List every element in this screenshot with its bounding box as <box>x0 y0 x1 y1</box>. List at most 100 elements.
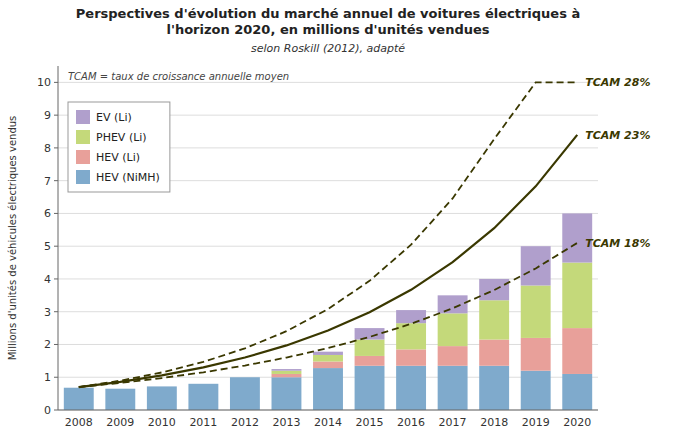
tick-label: 2013 <box>272 416 300 429</box>
tick-label: 8 <box>44 142 51 155</box>
grid-line <box>58 82 598 83</box>
tick-label: 2011 <box>189 416 217 429</box>
bar <box>188 383 218 384</box>
grid-line <box>58 344 598 345</box>
tick-mark <box>54 180 58 181</box>
bar <box>313 368 343 410</box>
legend-label: PHEV (Li) <box>96 131 147 144</box>
bar <box>479 340 509 366</box>
bar <box>355 328 385 339</box>
grid-line <box>58 410 598 411</box>
tick-label: 2018 <box>480 416 508 429</box>
line-label: TCAM 18% <box>585 237 650 250</box>
bar <box>272 377 302 410</box>
bar <box>479 366 509 410</box>
tick-label: 5 <box>44 240 51 253</box>
tick-label: 2012 <box>231 416 259 429</box>
title-line: Perspectives d'évolution du marché annue… <box>76 6 580 21</box>
bar <box>396 366 426 410</box>
tick-label: 9 <box>44 109 51 122</box>
tick-label: 2014 <box>314 416 342 429</box>
tick-label: 2009 <box>106 416 134 429</box>
bar <box>105 388 135 389</box>
bar <box>64 387 94 388</box>
bar <box>521 246 551 285</box>
bar <box>438 295 468 313</box>
bar <box>396 349 426 365</box>
tick-label: 2015 <box>356 416 384 429</box>
line-label: TCAM 28% <box>585 76 650 89</box>
tick-mark <box>54 82 58 83</box>
tick-label: 2008 <box>65 416 93 429</box>
legend-swatch <box>76 150 90 164</box>
annotation: TCAM = taux de croissance annuelle moyen <box>68 71 289 82</box>
bar <box>438 313 468 346</box>
bar <box>438 346 468 366</box>
tick-label: 10 <box>37 76 51 89</box>
plot-area <box>64 82 592 410</box>
tick-label: 2019 <box>522 416 550 429</box>
grid-line <box>58 213 598 214</box>
bar <box>230 377 260 410</box>
tick-mark <box>54 311 58 312</box>
bar <box>64 387 94 388</box>
bar <box>147 386 177 410</box>
trend-line <box>79 135 577 387</box>
bar <box>562 263 592 329</box>
trend-line <box>79 243 577 387</box>
bar <box>396 310 426 323</box>
bar <box>105 388 135 389</box>
legend: EV (Li)PHEV (Li)HEV (Li)HEV (NiMH) <box>68 102 170 192</box>
tick-mark <box>54 377 58 378</box>
bar <box>355 366 385 410</box>
tick-mark <box>54 278 58 279</box>
bar <box>479 300 509 339</box>
bar <box>188 383 218 384</box>
bar <box>105 389 135 410</box>
tick-label: 2020 <box>563 416 591 429</box>
bar <box>479 279 509 300</box>
title: Perspectives d'évolution du marché annue… <box>76 6 580 37</box>
bar <box>188 383 218 384</box>
bar <box>272 374 302 377</box>
legend-swatch <box>76 170 90 184</box>
bar <box>521 286 551 338</box>
tick-mark <box>54 410 58 411</box>
y-axis <box>58 66 59 410</box>
tick-label: 2 <box>44 338 51 351</box>
grid-line <box>58 311 598 312</box>
grid-line <box>58 246 598 247</box>
bar <box>313 362 343 369</box>
tick-label: 6 <box>44 207 51 220</box>
bar <box>313 355 343 362</box>
chart: Perspectives d'évolution du marché annue… <box>0 0 674 444</box>
tick-label: 3 <box>44 306 51 319</box>
tick-label: 7 <box>44 175 51 188</box>
tick-label: 1 <box>44 371 51 384</box>
tick-mark <box>54 115 58 116</box>
tick-mark <box>54 246 58 247</box>
bar <box>230 377 260 378</box>
bar <box>230 377 260 378</box>
bar <box>313 352 343 355</box>
legend-swatch <box>76 130 90 144</box>
tick-label: 2017 <box>439 416 467 429</box>
tick-mark <box>54 344 58 345</box>
tick-label: 0 <box>44 404 51 417</box>
bar <box>396 323 426 349</box>
bar <box>562 374 592 410</box>
bar <box>521 338 551 371</box>
line-label: TCAM 23% <box>585 129 650 142</box>
tick-label: 2010 <box>148 416 176 429</box>
legend-label: HEV (NiMH) <box>96 171 160 184</box>
bar <box>188 384 218 410</box>
title-line: l'horizon 2020, en millions d'unités ven… <box>166 22 489 37</box>
tick-label: 2016 <box>397 416 425 429</box>
grid <box>58 82 598 410</box>
legend-box <box>68 102 170 192</box>
bar <box>230 377 260 378</box>
bar <box>438 366 468 410</box>
bar <box>521 371 551 410</box>
legend-label: EV (Li) <box>96 111 132 124</box>
x-axis <box>58 410 598 411</box>
